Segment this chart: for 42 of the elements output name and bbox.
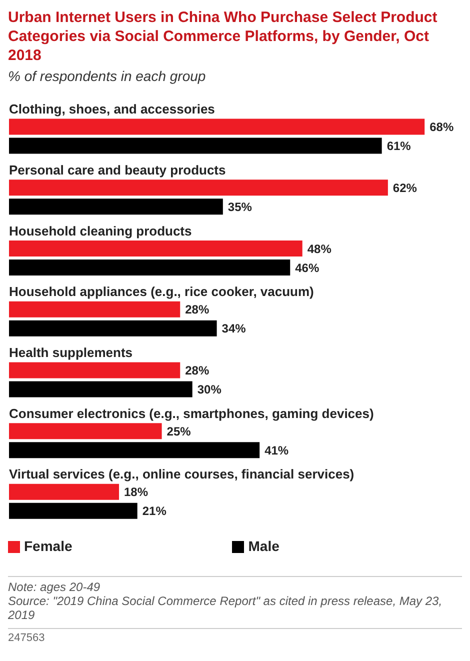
bar [9, 198, 223, 215]
data-label: 68% [430, 120, 454, 134]
bar [9, 381, 192, 398]
y-tick-label: Virtual services (e.g., online courses, financial services) [9, 466, 354, 482]
bar [9, 240, 302, 256]
bar [9, 301, 180, 318]
y-tick-label: Household cleaning products [9, 223, 192, 238]
data-label: 28% [185, 302, 210, 317]
bar [9, 362, 180, 378]
bar [9, 118, 425, 135]
bar [9, 320, 217, 336]
bar [9, 423, 162, 440]
bar [9, 502, 138, 519]
bar [9, 442, 260, 458]
data-label: 48% [307, 242, 332, 256]
bar [9, 138, 382, 154]
data-label: 61% [386, 139, 412, 154]
chart-subtitle: % of respondents in each group [8, 68, 207, 84]
y-tick-label: Household appliances (e.g., rice cooker, vacuum) [9, 284, 314, 300]
bar [9, 180, 388, 196]
data-label: 21% [142, 504, 167, 518]
y-tick-label: Consumer electronics (e.g., smartphones, gaming devices) [9, 406, 374, 421]
bar [9, 484, 120, 500]
data-label: 35% [228, 200, 252, 214]
data-label: 34% [222, 322, 246, 336]
data-label: 46% [295, 260, 320, 275]
y-tick-label: Health supplements [9, 345, 133, 360]
chart-title: Urban Internet Users in China Who Purchase Select Product Categories via Social Commerce Platforms, by Gender, Oct 2018 [8, 8, 438, 65]
data-label: 28% [185, 363, 210, 378]
legend-label: Male [248, 538, 280, 554]
data-label: 25% [166, 424, 192, 438]
data-label: 30% [197, 382, 222, 396]
source-note: Source: "2019 China Social Commerce Report" as cited in press release, May 23, 2019 [8, 594, 444, 622]
bar [9, 259, 290, 276]
data-label: 62% [392, 180, 418, 195]
y-tick-label: Personal care and beauty products [9, 162, 226, 178]
legend-label: Female [24, 538, 72, 554]
text: Note: ages 20-49 [8, 580, 102, 594]
data-label: 18% [124, 485, 148, 500]
y-tick-label: Clothing, shoes, and accessories [9, 102, 215, 117]
text: 247563 [8, 628, 462, 644]
data-label: 41% [264, 443, 289, 458]
